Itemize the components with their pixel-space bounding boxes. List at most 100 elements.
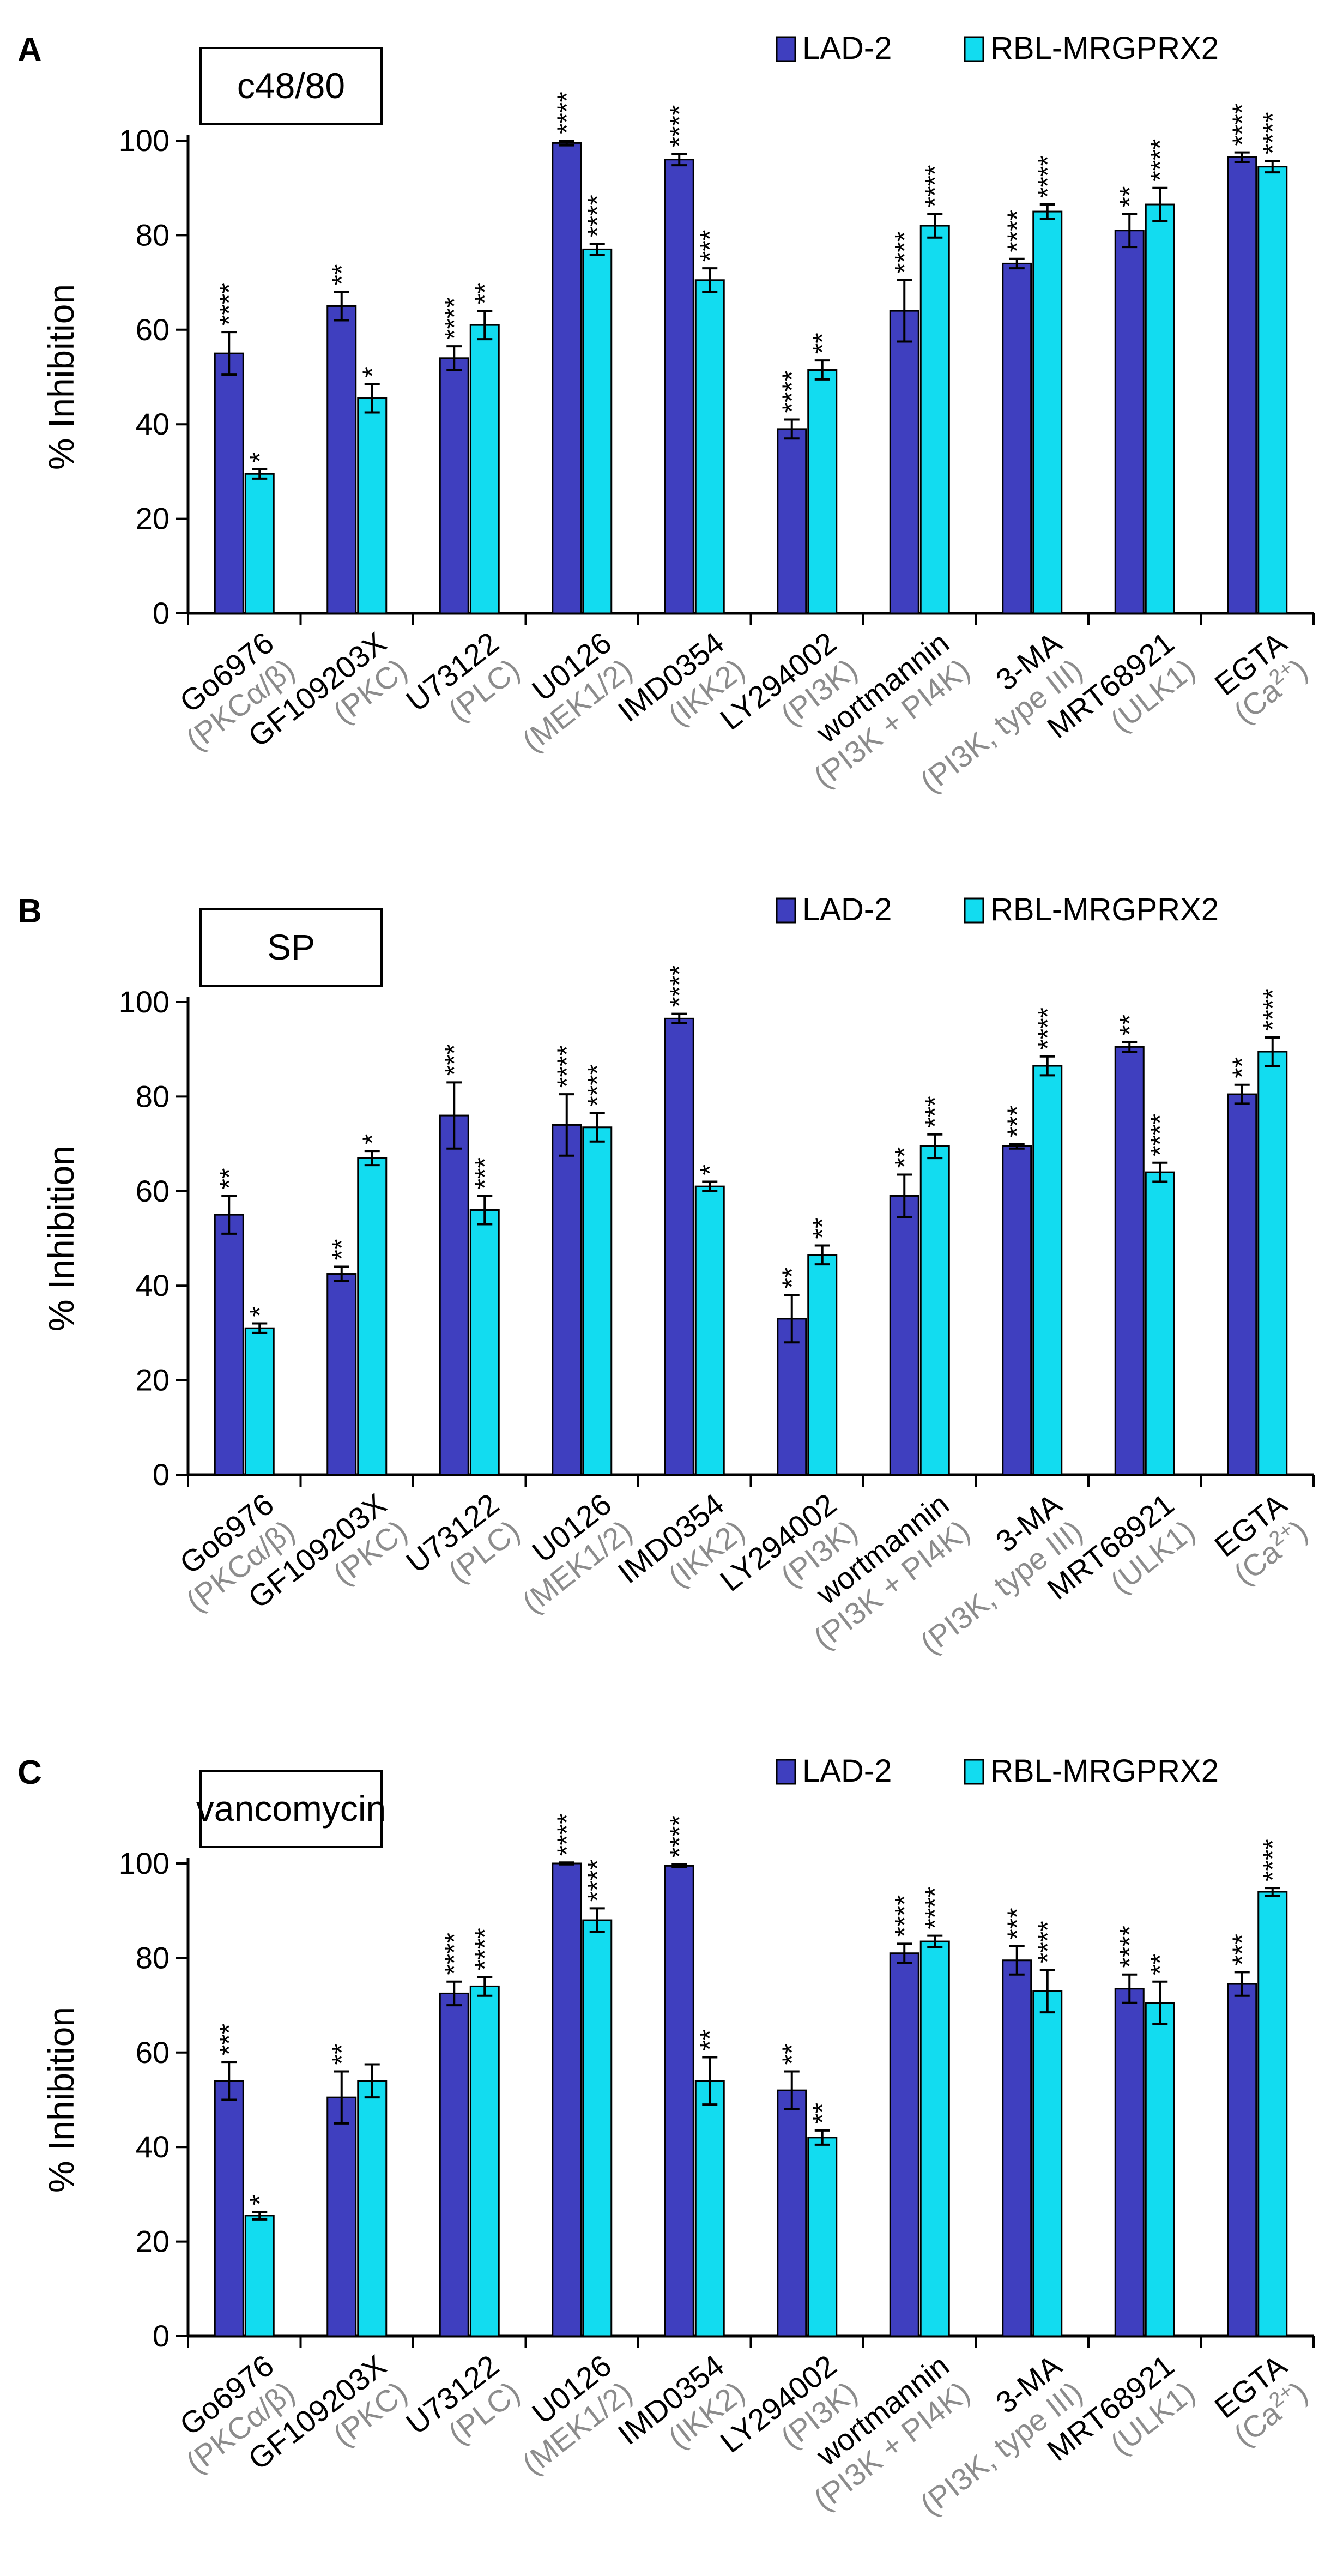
error-bar [446,1980,462,2007]
bar-lad2-3 [439,1114,469,1476]
significance-label: ** [807,2103,838,2124]
significance-label: **** [1002,210,1032,252]
chart-title: c48/80 [237,65,345,106]
y-tick-label: 80 [136,218,170,252]
panel-label: B [17,892,42,930]
bar-rbl-1 [244,2215,275,2337]
significance-label: **** [552,1813,582,1856]
legend-swatch-rbl [964,897,984,924]
bar-lad2-1 [214,2080,244,2337]
significance-label: ** [326,1239,357,1260]
error-bar [897,1173,912,1218]
panel-B: B SP LAD-2 RBL-MRGPRX2 % Inhibition 0 20 40 60 80… [17,892,1315,1661]
error-bar [1265,1887,1280,1897]
significance-label: **** [552,92,582,134]
bar-rbl-10 [1257,166,1288,614]
significance-label: **** [1032,1921,1063,1963]
legend-swatch-lad2 [776,36,796,62]
error-bar [1234,151,1250,164]
significance-label: *** [1002,1908,1032,1939]
legend-label-lad2: LAD-2 [802,892,892,927]
bar-rbl-1 [244,1327,275,1476]
error-bar [477,310,493,341]
legend-swatch-rbl [964,36,984,62]
x-category-label: IMD0354(IKK2) [612,625,751,732]
panel-label: C [17,1754,42,1791]
bar-rbl-5 [694,279,725,614]
significance-label: **** [1227,104,1257,146]
error-bar [671,1012,687,1025]
significance-label: ** [326,264,357,286]
bar-rbl-3 [469,324,500,614]
error-bar [1009,257,1025,270]
bar-lad2-6 [777,1318,807,1476]
bar-rbl-10 [1257,1051,1288,1476]
error-bar [221,331,237,376]
y-tick-label: 0 [153,596,170,630]
x-category-label: U73122(PLC) [400,625,526,728]
error-bar [1009,1143,1025,1150]
significance-label: ** [1145,1954,1175,1975]
y-tick-label: 100 [119,123,170,158]
error-bar [252,468,268,480]
error-bar [927,213,943,239]
significance-label: ** [777,2044,807,2065]
y-tick-label: 80 [136,1079,170,1113]
x-category-label: MRT68921(ULK1) [1040,2348,1201,2468]
y-axis-label: % Inhibition [41,1145,81,1331]
y-tick-label: 0 [153,2319,170,2353]
significance-label: **** [1257,1839,1288,1881]
bar-rbl-3 [469,1985,500,2337]
error-bar [1152,1980,1168,2025]
significance-label: **** [777,371,807,413]
y-tick-label: 40 [136,2129,170,2164]
x-category-label: U73122(PLC) [400,2348,526,2451]
significance-label: *** [1227,1934,1257,1965]
bar-lad2-3 [439,1992,469,2337]
bar-rbl-2 [357,397,388,614]
significance-label: ** [694,2030,725,2051]
significance-label: **** [552,1045,582,1088]
bar-rbl-3 [469,1209,500,1476]
y-tick-label: 100 [119,985,170,1019]
error-bar [559,140,574,147]
error-bar [446,1081,462,1150]
x-category-label: IMD0354(IKK2) [612,1487,751,1594]
y-tick-label: 20 [136,502,170,536]
bar-lad2-5 [664,1865,694,2337]
error-bar [1122,1041,1138,1053]
bar-lad2-1 [214,352,244,614]
x-category-label: IMD0354(IKK2) [612,2348,751,2455]
error-bar [1152,1161,1168,1183]
bar-lad2-6 [777,428,807,614]
error-bar [252,2210,268,2221]
bar-lad2-7 [889,1195,919,1476]
error-bar [477,1195,493,1226]
bar-rbl-8 [1032,1065,1063,1476]
bar-rbl-8 [1032,210,1063,614]
bar-rbl-9 [1145,2002,1175,2337]
error-bar [1265,1036,1280,1067]
significance-label: ** [777,1268,807,1289]
significance-label: **** [1145,139,1175,182]
bar-lad2-10 [1227,1093,1257,1476]
significance-label: **** [919,165,950,208]
significance-label: **** [664,1815,694,1858]
error-bar [334,2070,349,2125]
error-bar [1122,213,1138,249]
bar-lad2-9 [1114,230,1145,614]
significance-label: ** [214,1168,244,1190]
bar-rbl-2 [357,2080,388,2337]
y-axis-label: % Inhibition [41,2007,81,2193]
significance-label: **** [1145,1114,1175,1156]
significance-label: **** [664,965,694,1008]
bar-rbl-5 [694,2080,725,2337]
significance-label: **** [214,283,244,325]
bar-lad2-5 [664,1017,694,1476]
error-bar [559,1093,574,1157]
error-bar [784,1294,800,1344]
error-bar [1152,186,1168,222]
